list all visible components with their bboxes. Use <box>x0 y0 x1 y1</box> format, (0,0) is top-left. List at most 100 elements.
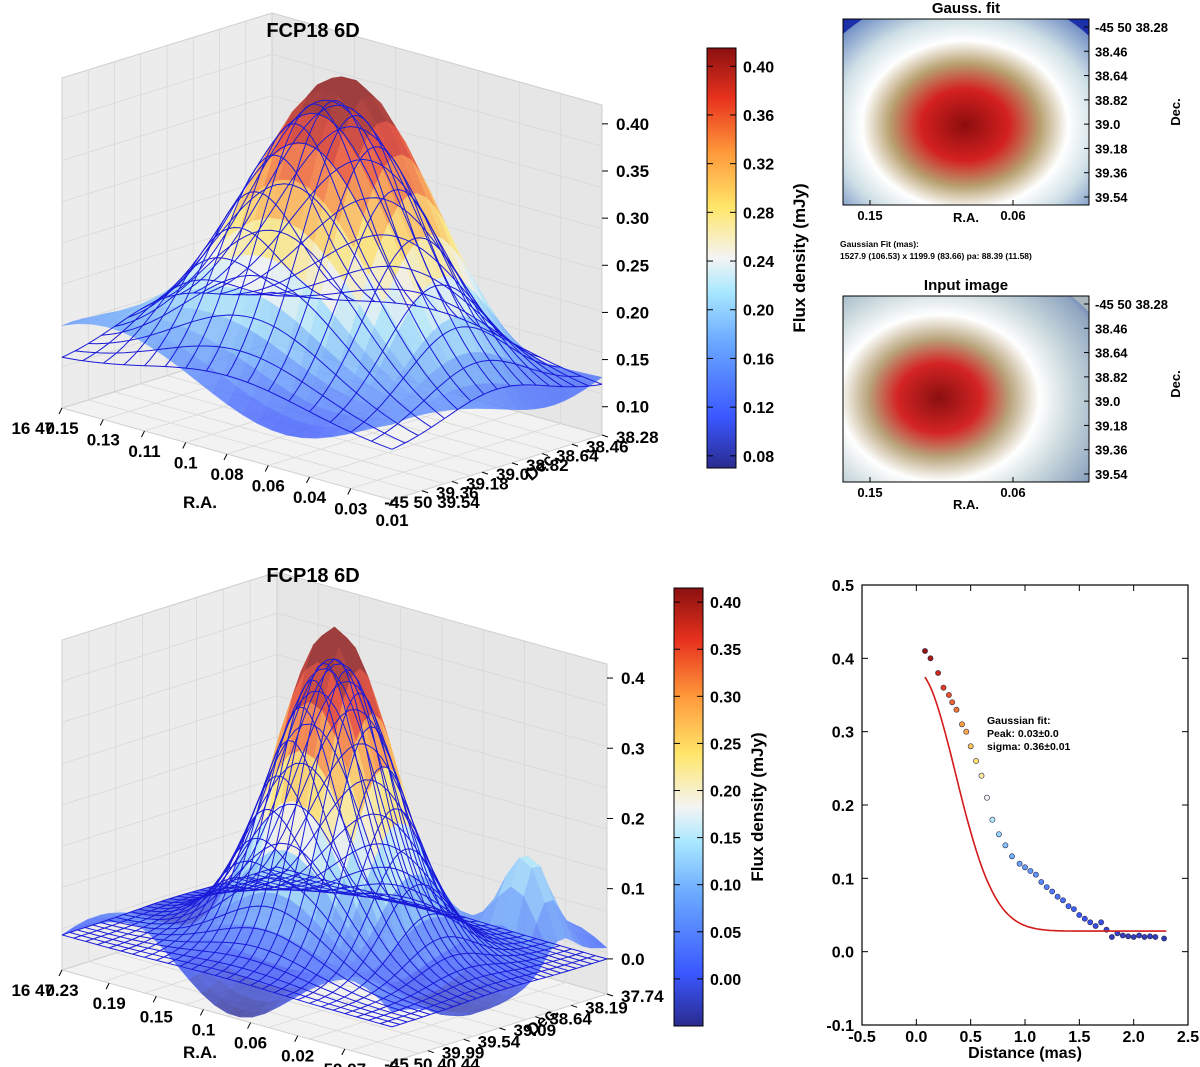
image-y-tick-label: 38.46 <box>1095 321 1128 336</box>
profile-ticks: -0.5 0.0 0.5 1.0 1.5 2.0 2.5 -0.1 0.0 0.1 0.2 0.3 0.… <box>826 578 1199 1046</box>
image-y-tick-label: 39.0 <box>1095 394 1120 409</box>
x-tick-mark <box>306 476 310 484</box>
y-tick-mark <box>571 443 579 447</box>
colorbar-tick-label: 0.16 <box>743 351 774 368</box>
plot-title: FCP18 6D <box>266 20 359 42</box>
y-tick-mark <box>499 1027 506 1031</box>
image-x-tick-label: 0.15 <box>857 208 882 223</box>
y-tick-label: 38.46 <box>586 437 629 456</box>
x-tick-mark <box>247 1022 252 1029</box>
x-tick-label: 0.19 <box>93 994 126 1013</box>
x-tick-label: 0.1 <box>174 454 198 473</box>
profile-data-point <box>1161 935 1167 942</box>
surface-grid-line <box>61 736 278 806</box>
wire-line <box>215 813 546 978</box>
z-tick-label: 0.3 <box>621 739 645 758</box>
y-tick-label: 38.64 <box>556 447 599 466</box>
profile-x-tick-label: 2.0 <box>1123 1029 1145 1046</box>
profile-fit-curve <box>924 676 1167 932</box>
x-tick-label: 0.11 <box>128 442 160 461</box>
wire-line <box>238 878 569 972</box>
profile-data-point <box>1119 932 1126 939</box>
x-tick-mark <box>199 1009 204 1016</box>
surface-grid-line <box>309 411 520 478</box>
z-tick-label: 0.1 <box>621 880 645 899</box>
input-image-ticks: 0.15 0.06 -45 50 38.28 38.46 38.64 38.82 39.0 3… <box>857 297 1168 500</box>
wire-line <box>391 958 608 1028</box>
surface-axis-ticks: 16 470.150.130.110.10.080.060.040.030.01… <box>11 115 658 530</box>
gauss-fit-ticks: 0.15 0.06 -45 50 38.28 38.46 38.64 38.82 39.0 3… <box>857 20 1168 223</box>
profile-y-tick-label: 0.5 <box>832 578 854 595</box>
wire-line <box>214 662 431 976</box>
profile-x-tick-label: 2.5 <box>1177 1029 1199 1046</box>
colorbar-tick-label: 0.30 <box>710 689 741 706</box>
y-tick-mark <box>535 1016 542 1020</box>
y-tick-label: 38.64 <box>549 1010 592 1029</box>
x-tick-label: 0.23 <box>45 981 78 1000</box>
gauss-fit-xlabel: R.A. <box>953 210 979 225</box>
profile-data-point <box>940 684 947 691</box>
wire-line <box>309 883 525 1004</box>
x-prefix-label: 16 47 <box>11 981 54 1000</box>
profile-data-point <box>1141 934 1148 940</box>
profile-y-tick-label: 0.0 <box>832 945 854 962</box>
x-tick-mark <box>341 1048 346 1056</box>
wire-line <box>253 873 585 967</box>
profile-annotation-peak: Peak: 0.03±0.0 <box>987 728 1059 740</box>
y-tick-mark <box>481 471 489 475</box>
z-tick-label: 0.40 <box>616 115 649 134</box>
wire-line <box>184 680 516 987</box>
x-tick-mark <box>388 1061 393 1067</box>
profile-y-tick-label: -0.1 <box>826 1018 854 1035</box>
colorbar-tick-label: 0.24 <box>743 254 774 271</box>
x-tick-mark <box>105 982 110 990</box>
z-tick-label: 0.4 <box>621 669 645 688</box>
x-tick-label: 0.15 <box>140 1007 173 1026</box>
profile-data-point <box>1009 853 1015 860</box>
profile-data-point <box>1038 879 1045 885</box>
colorbar-bottom: 0.00 0.05 0.10 0.15 0.20 0.25 0.30 0.35 0.40 Flu… <box>673 587 767 1027</box>
surface-grid-line <box>268 400 479 466</box>
profile-x-tick-label: 0.0 <box>905 1029 927 1046</box>
profile-data-point <box>1130 934 1137 940</box>
wire-line <box>261 871 592 965</box>
profile-x-tick-label: 0.5 <box>960 1029 982 1046</box>
colorbar-tick-label: 0.32 <box>743 157 774 174</box>
y-tick-label: -45 50 40.44 <box>384 1055 480 1067</box>
surface-grid-line <box>350 423 561 489</box>
image-y-tick-label: 39.36 <box>1095 443 1128 458</box>
z-tick-label: 0.0 <box>621 950 645 969</box>
image-x-tick-label: 0.06 <box>1000 485 1025 500</box>
y-tick-mark <box>601 434 609 438</box>
y-tick-mark <box>451 480 459 484</box>
image-y-tick-label: 39.36 <box>1095 166 1128 181</box>
y-tick-label: 39.99 <box>442 1044 485 1063</box>
colorbar-tick-label: 0.35 <box>710 642 741 659</box>
x-tick-mark <box>58 969 63 977</box>
surface-grid-line <box>350 982 566 1051</box>
x-tick-mark <box>99 419 104 426</box>
image-x-tick-label: 0.06 <box>1000 208 1025 223</box>
y-tick-label: 38.19 <box>585 998 628 1017</box>
wire-line <box>247 115 458 383</box>
wire-line <box>245 265 577 388</box>
colorbar-bottom-gradient <box>673 587 704 1027</box>
y-tick-label: -45 50 39.54 <box>384 493 480 512</box>
colorbar-tick-label: 0.25 <box>710 736 741 753</box>
profile-data-point <box>1060 897 1066 904</box>
colorbar-top: 0.08 0.12 0.16 0.20 0.24 0.28 0.32 0.36 0.40 Flu… <box>706 47 809 469</box>
wire-line <box>246 875 577 969</box>
profile-data-point <box>989 816 996 823</box>
y-tick-mark <box>463 1038 470 1042</box>
y-tick-mark <box>606 993 614 997</box>
wire-line <box>380 955 596 1025</box>
wire-line <box>219 197 550 387</box>
y-tick-label: 38.82 <box>526 456 569 475</box>
x-tick-label: 0.1 <box>192 1020 216 1039</box>
profile-axes-frame <box>861 584 1189 1026</box>
wire-line <box>192 709 523 985</box>
x-tick-mark <box>141 430 145 438</box>
profile-data-point <box>927 655 934 662</box>
profile-x-tick-label: 1.0 <box>1014 1029 1036 1046</box>
image-x-tick-label: 0.15 <box>857 485 882 500</box>
